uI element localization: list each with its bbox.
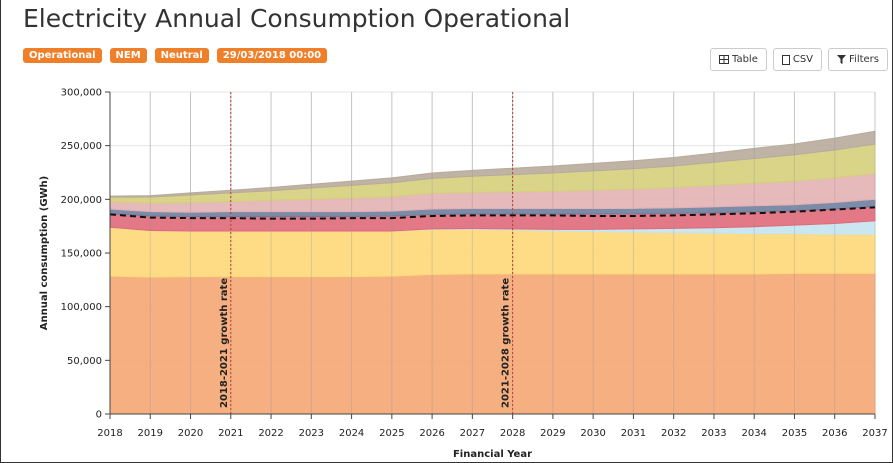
x-tick-label: 2019 [138, 428, 163, 439]
x-tick-label: 2028 [500, 428, 525, 439]
x-tick-label: 2036 [822, 428, 847, 439]
x-tick-label: 2020 [178, 428, 203, 439]
toolbar: Table CSV Filters [709, 48, 888, 71]
y-tick-label: 200,000 [61, 195, 102, 206]
badge: Neutral [154, 48, 209, 63]
badge: NEM [109, 48, 147, 63]
annotation-label: 2021-2028 growth rate [501, 278, 512, 408]
x-tick-label: 2023 [299, 428, 324, 439]
y-axis-label: Annual consumption (GWh) [39, 176, 50, 331]
y-tick-label: 250,000 [61, 141, 102, 152]
badges: Operational NEM Neutral 29/03/2018 00:00 [23, 48, 328, 63]
x-tick-label: 2021 [218, 428, 243, 439]
x-tick-label: 2029 [540, 428, 565, 439]
filters-button[interactable]: Filters [828, 48, 888, 71]
x-tick-label: 2024 [339, 428, 364, 439]
y-tick-label: 300,000 [61, 88, 102, 99]
x-tick-label: 2022 [258, 428, 283, 439]
annotation-label: 2018-2021 growth rate [219, 278, 230, 408]
line [109, 206, 876, 220]
csv-button[interactable]: CSV [772, 48, 823, 71]
page-title: Electricity Annual Consumption Operation… [23, 4, 571, 33]
x-tick-label: 2027 [460, 428, 485, 439]
x-tick-label: 2032 [661, 428, 686, 439]
y-tick-label: 0 [96, 410, 102, 421]
area [109, 226, 876, 278]
badge: Operational [23, 48, 102, 63]
x-tick-label: 2026 [419, 428, 444, 439]
button-label: Filters [849, 54, 879, 65]
x-tick-label: 2035 [782, 428, 807, 439]
button-label: CSV [792, 54, 814, 65]
y-tick-label: 150,000 [61, 249, 102, 260]
x-tick-label: 2030 [580, 428, 605, 439]
y-tick-label: 50,000 [67, 356, 102, 367]
table-button[interactable]: Table [709, 48, 767, 71]
x-tick-label: 2025 [379, 428, 404, 439]
x-axis-label: Financial Year [453, 449, 532, 460]
x-tick-label: 2033 [701, 428, 726, 439]
y-tick-label: 100,000 [61, 302, 102, 313]
x-tick-label: 2018 [97, 428, 122, 439]
badge: 29/03/2018 00:00 [216, 48, 328, 63]
x-tick-label: 2031 [621, 428, 646, 439]
x-tick-label: 2034 [741, 428, 766, 439]
x-tick-label: 2037 [862, 428, 887, 439]
area [109, 130, 876, 198]
button-label: Table [731, 54, 758, 65]
